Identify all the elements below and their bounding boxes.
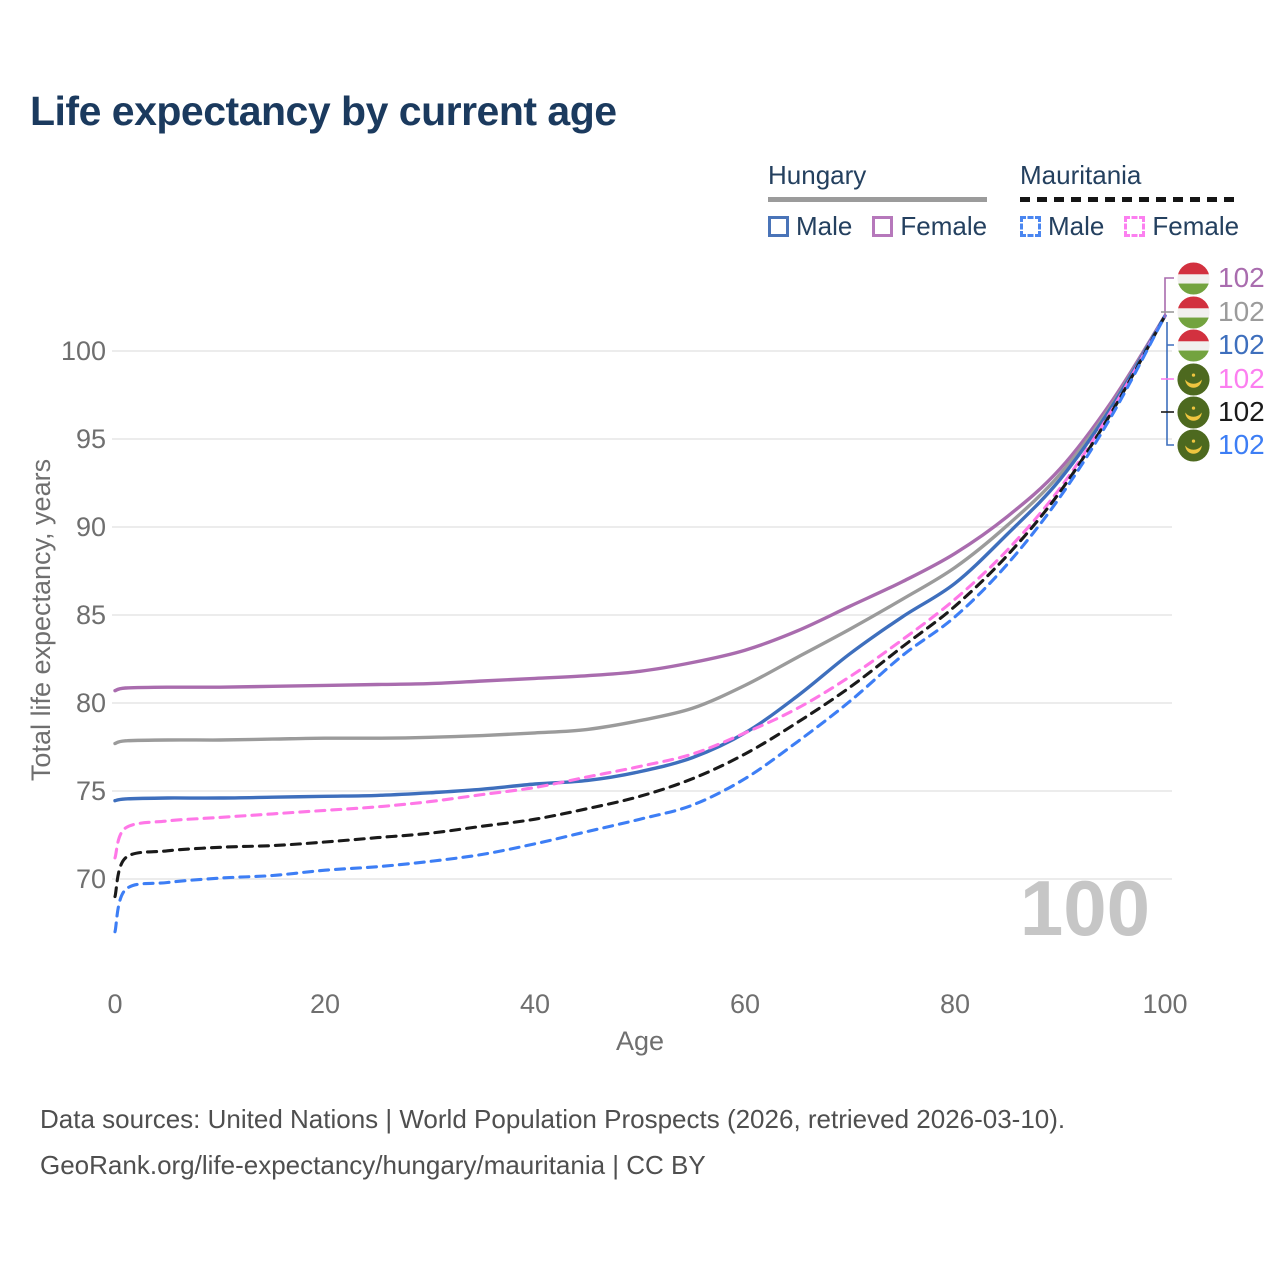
hungary-male-swatch-icon[interactable]: [768, 216, 789, 237]
y-tick-label-90: 90: [76, 512, 106, 542]
end-label-row-hungary-total: 102: [1177, 295, 1265, 329]
series-lines: [113, 314, 1167, 934]
footer-data-sources: Data sources: United Nations | World Pop…: [40, 1104, 1066, 1134]
end-value-label: 102: [1218, 296, 1265, 327]
series-line-mauritania-female: [113, 314, 1167, 860]
end-value-label: 102: [1218, 363, 1265, 394]
legend-label-mauritania-male: Male: [1048, 211, 1105, 241]
legend-item-hungary-female[interactable]: Female: [872, 211, 987, 242]
series-line-mauritania-total: [113, 314, 1167, 899]
end-label-row-hungary-male: 102: [1177, 328, 1265, 362]
legend-item-mauritania-male[interactable]: Male: [1020, 211, 1104, 242]
y-axis-title: Total life expectancy, years: [26, 459, 56, 781]
end-label-row-hungary-female: 102: [1177, 261, 1265, 295]
legend-label-hungary-male: Male: [796, 211, 853, 241]
legend-underline-mauritania-dashed: [1020, 197, 1240, 202]
chart-title: Life expectancy by current age: [30, 88, 617, 134]
mauritania-flag-icon: [1177, 362, 1210, 396]
end-label-row-mauritania-male: 102: [1177, 428, 1265, 462]
x-tick-label-20: 20: [310, 989, 340, 1019]
gridlines: [112, 350, 1172, 880]
tick-labels: 70 75 80 85 90 95 100 0 20 40 60 80 100: [61, 336, 1188, 1019]
hungary-female-swatch-icon[interactable]: [872, 216, 894, 237]
leader-line-hungary-female: [1164, 277, 1174, 318]
hungary-flag-icon: [1177, 261, 1210, 295]
legend-country-mauritania[interactable]: Mauritania: [1020, 160, 1142, 190]
legend-underline-hungary-solid: [768, 197, 988, 202]
end-label-row-mauritania-female: 102: [1177, 362, 1265, 396]
legend-item-hungary-male[interactable]: Male: [768, 211, 852, 242]
hungary-flag-icon: [1177, 295, 1210, 329]
leader-line-hungary-male: [1166, 322, 1174, 446]
series-line-hungary-female: [113, 314, 1167, 693]
mauritania-female-swatch-icon[interactable]: [1124, 216, 1146, 237]
end-value-label: 102: [1218, 396, 1265, 427]
x-tick-label-80: 80: [940, 989, 970, 1019]
x-axis-title: Age: [616, 1026, 664, 1056]
x-tick-label-40: 40: [520, 989, 550, 1019]
legend-item-mauritania-female[interactable]: Female: [1124, 211, 1239, 242]
legend-label-hungary-female: Female: [900, 211, 988, 241]
end-value-label: 102: [1218, 329, 1265, 360]
mauritania-flag-icon: [1177, 395, 1210, 429]
y-tick-label-95: 95: [76, 424, 106, 454]
y-tick-label-85: 85: [76, 600, 106, 630]
x-tick-label-60: 60: [730, 989, 760, 1019]
end-value-label: 102: [1218, 429, 1265, 460]
y-tick-label-100: 100: [61, 336, 106, 366]
footer-attribution-link[interactable]: GeoRank.org/life-expectancy/hungary/maur…: [40, 1150, 706, 1180]
y-tick-label-80: 80: [76, 688, 106, 718]
legend-group-hungary: Hungary Male Female: [768, 160, 988, 242]
series-line-mauritania-male: [113, 314, 1167, 934]
series-line-hungary-male: [113, 314, 1167, 803]
end-label-row-mauritania-total: 102: [1177, 395, 1265, 429]
legend-label-mauritania-female: Female: [1152, 211, 1240, 241]
footer: Data sources: United Nations | World Pop…: [40, 1104, 1065, 1196]
series-line-hungary-total: [113, 314, 1167, 746]
end-label-leader-lines: [1161, 277, 1174, 446]
current-age-watermark: 100: [1019, 864, 1150, 952]
y-tick-label-75: 75: [76, 776, 106, 806]
hungary-flag-icon: [1177, 328, 1210, 362]
mauritania-flag-icon: [1177, 428, 1210, 462]
x-tick-label-0: 0: [107, 989, 122, 1019]
end-value-label: 102: [1218, 262, 1265, 293]
legend-country-hungary[interactable]: Hungary: [768, 160, 867, 190]
y-tick-label-70: 70: [76, 864, 106, 894]
x-tick-label-100: 100: [1142, 989, 1187, 1019]
legend-group-mauritania: Mauritania Male Female: [1020, 160, 1240, 242]
mauritania-male-swatch-icon[interactable]: [1020, 216, 1041, 237]
